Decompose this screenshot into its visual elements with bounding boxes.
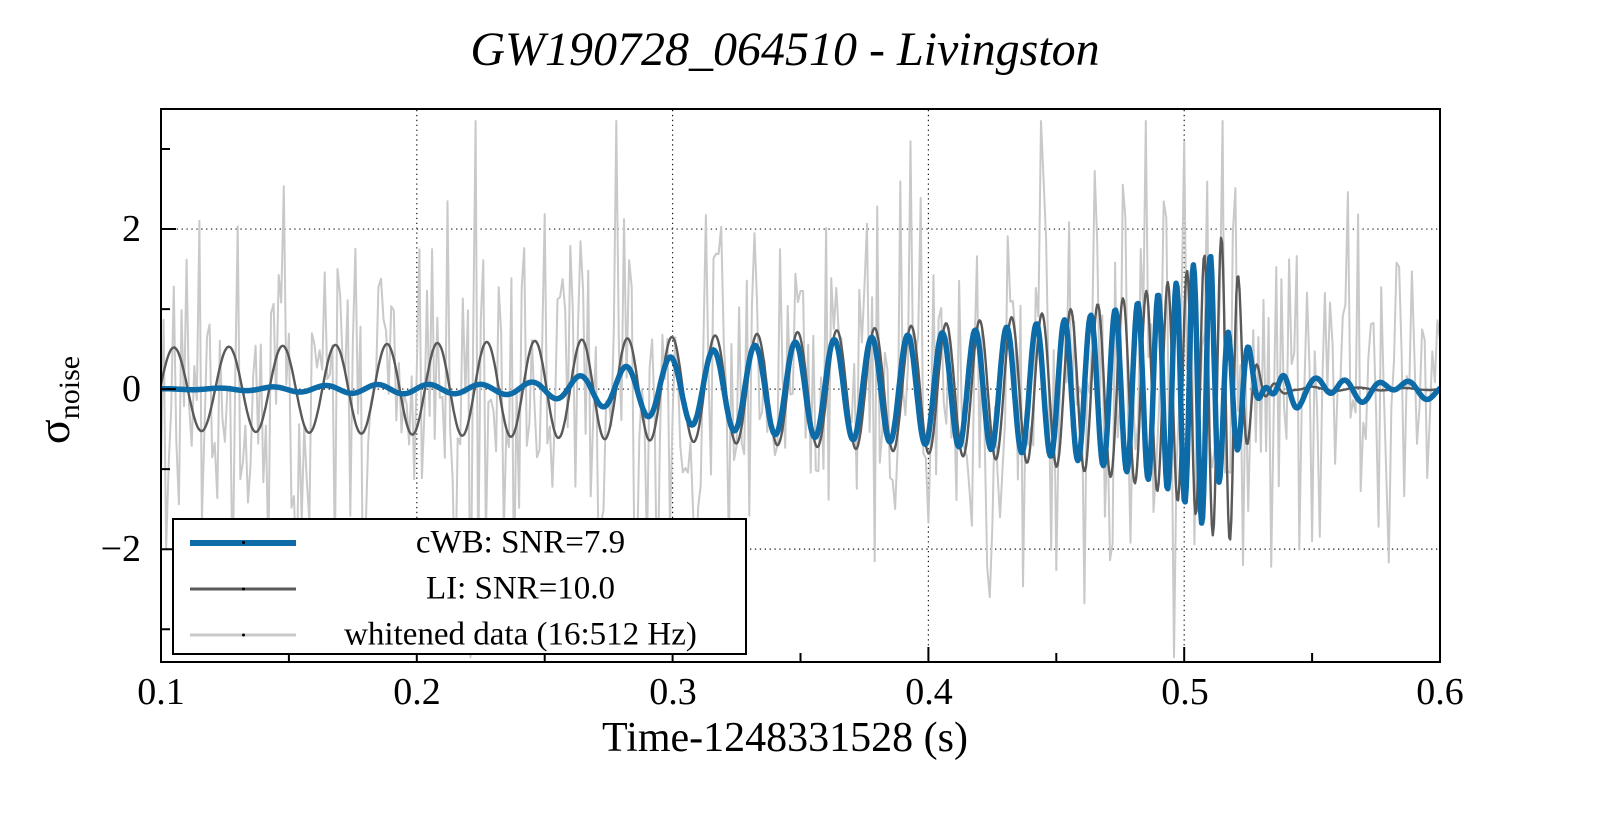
y-tick-label: 0 [122,368,141,410]
x-axis-label: Time-1248331528 (s) [602,715,968,761]
legend-label: cWB: SNR=7.9 [415,524,626,560]
legend-item-cwb: cWB: SNR=7.9 [174,520,745,565]
y-axis-symbol: σ [27,419,79,445]
y-tick-label: 2 [122,208,141,250]
legend-line-whitened [190,633,296,636]
legend-label: LI: SNR=10.0 [425,570,616,606]
x-tick-label: 0.5 [1161,671,1209,713]
legend-marker-dot [241,633,245,636]
legend-line-cwb [190,539,296,546]
x-tick-label: 0.2 [393,671,441,713]
legend-line-li [190,587,296,590]
legend: cWB: SNR=7.9 LI: SNR=10.0 whitened data … [172,518,747,655]
legend-label: whitened data (16:512 Hz) [344,616,697,652]
legend-marker-dot [241,541,245,544]
legend-item-li: LI: SNR=10.0 [174,566,745,611]
y-tick-label: −2 [100,528,141,570]
legend-marker-dot [241,587,245,590]
x-tick-label: 0.4 [905,671,953,713]
x-tick-label: 0.6 [1416,671,1464,713]
chart-title: GW190728_064510 - Livingston [470,23,1100,76]
x-tick-label: 0.1 [137,671,185,713]
x-tick-label: 0.3 [649,671,697,713]
legend-item-whitened: whitened data (16:512 Hz) [174,612,745,657]
